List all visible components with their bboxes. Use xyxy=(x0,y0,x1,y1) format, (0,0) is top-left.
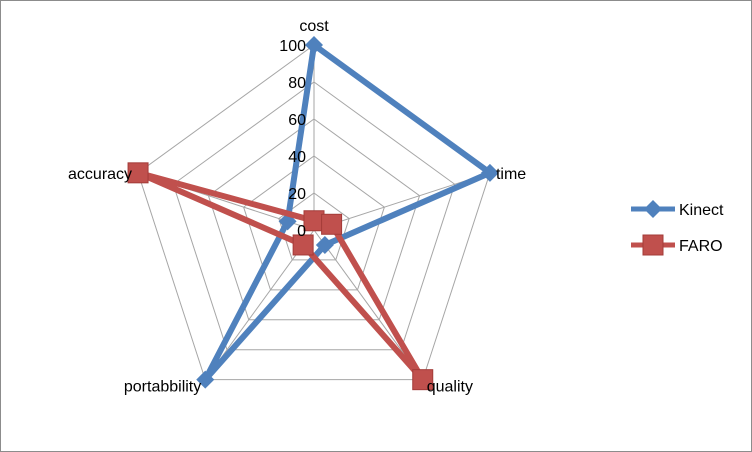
axis-label-time: time xyxy=(496,166,526,183)
legend-label-kinect: Kinect xyxy=(679,202,724,219)
marker-faro-portabbility xyxy=(292,234,314,256)
axis-label-accuracy: accuracy xyxy=(68,166,132,183)
legend-item-faro: FARO xyxy=(631,234,723,256)
radar-series xyxy=(127,36,499,391)
axis-label-portabbility: portabbility xyxy=(124,379,201,396)
series-faro xyxy=(127,162,434,391)
tick-label-20: 20 xyxy=(288,186,306,203)
marker-kinect-quality xyxy=(315,235,334,254)
axis-label-cost: cost xyxy=(299,18,329,35)
marker-faro-cost xyxy=(303,210,325,232)
marker-kinect-cost xyxy=(305,36,323,54)
legend-label-faro: FARO xyxy=(679,238,723,255)
tick-label-80: 80 xyxy=(288,75,306,92)
marker-faro-quality xyxy=(412,369,434,391)
tick-label-100: 100 xyxy=(279,38,306,55)
series-kinect xyxy=(196,36,499,389)
tick-label-0: 0 xyxy=(297,223,306,240)
grid-ring-60 xyxy=(207,118,421,321)
marker-faro-accuracy xyxy=(127,162,149,184)
tick-label-60: 60 xyxy=(288,112,306,129)
spoke-time xyxy=(313,172,491,231)
legend-item-kinect: Kinect xyxy=(631,200,724,219)
spoke-quality xyxy=(313,229,424,380)
tick-label-40: 40 xyxy=(288,149,306,166)
radar-labels: 0 20 40 60 80 100 cost time quality portabbility a… xyxy=(68,18,526,396)
axis-label-quality: quality xyxy=(427,379,473,396)
legend: Kinect FARO xyxy=(631,200,724,256)
grid-ring-80 xyxy=(172,81,456,351)
marker-kinect-time xyxy=(480,163,499,182)
legend-swatch-marker-faro xyxy=(642,234,664,256)
marker-faro-time xyxy=(321,213,343,235)
series-line-kinect xyxy=(202,42,493,383)
marker-kinect-portabbility xyxy=(196,370,215,389)
grid-ring-40 xyxy=(243,155,385,291)
legend-swatch-marker-kinect xyxy=(644,200,662,218)
